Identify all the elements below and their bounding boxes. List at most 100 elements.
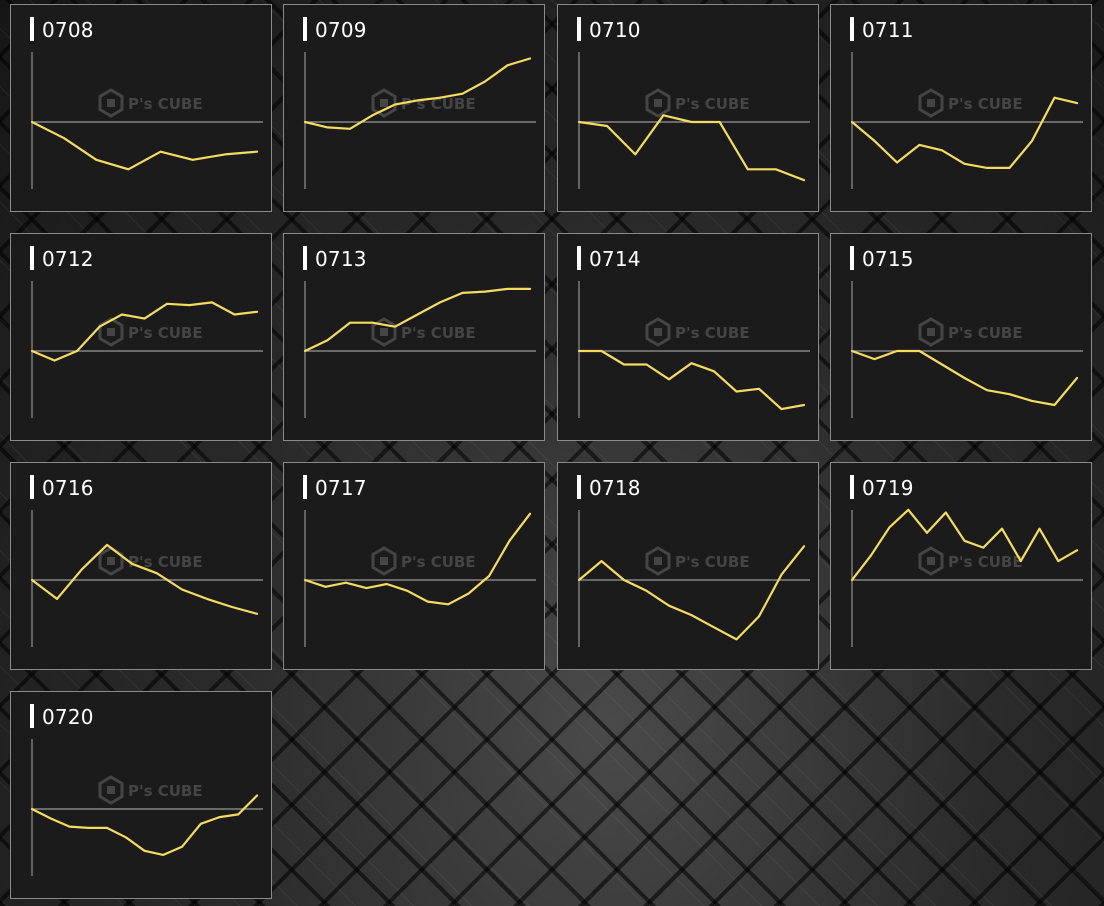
series-line [303,57,532,130]
watermark-logo: P's CUBE [98,88,203,118]
data-point [106,544,108,546]
data-point [81,568,83,571]
chart-plot: P's CUBE [303,510,536,647]
data-point [873,358,876,360]
chart-title: 0711 [862,18,914,42]
data-point [106,827,108,829]
watermark-logo: P's CUBE [645,317,750,347]
data-point [578,350,580,352]
data-point [746,168,749,171]
data-point [780,408,783,410]
data-point [326,339,329,342]
cube-icon-core [927,328,935,336]
cube-icon [371,546,397,576]
data-point [600,350,603,352]
data-point [461,292,464,294]
data-point [181,845,183,848]
data-point [324,585,327,588]
data-point [256,310,258,313]
chart-plot: P's CUBE [577,52,810,189]
data-point [803,179,805,182]
watermark-logo: P's CUBE [98,546,203,576]
data-point [53,359,56,362]
data-point [645,363,648,366]
title-accent-bar [577,475,581,499]
data-point [944,511,947,514]
cube-icon-core [107,557,115,565]
data-point [1076,377,1078,379]
data-point [735,638,738,641]
chart-plot: P's CUBE [303,52,536,189]
data-point [68,825,71,828]
chart-panel-0715: 0715 P's CUBE [830,233,1092,441]
data-point [529,288,531,290]
data-point [600,560,603,562]
data-point [256,612,258,615]
data-point [529,512,531,515]
watermark-brand: P's CUBE [128,553,203,571]
cube-icon [98,546,124,576]
data-point [439,301,441,304]
data-point [1001,527,1003,530]
data-point [986,389,988,392]
chart-plot: P's CUBE [577,281,810,418]
cube-icon [918,317,944,347]
data-point [623,579,625,581]
chart-plot: P's CUBE [30,281,263,418]
data-point [124,836,127,839]
cube-icon [98,88,124,118]
data-point [218,816,221,818]
cube-icon [371,88,397,118]
watermark-brand: P's CUBE [948,324,1023,342]
data-point [371,114,374,117]
series-line [30,120,259,171]
chart-panel-0708: 0708 P's CUBE [10,4,272,212]
data-point [1031,400,1033,402]
data-point [143,849,146,852]
data-point [349,127,351,130]
data-point [188,304,191,306]
data-point [143,317,146,320]
data-point [304,121,306,123]
data-point [623,363,625,366]
data-point [76,350,78,352]
series-line [303,512,532,606]
data-point [851,121,853,123]
data-point [256,150,258,153]
data-point [645,589,648,592]
data-point [963,377,966,379]
data-point [484,290,486,293]
data-point [918,350,921,352]
cube-icon [645,546,671,576]
data-point [668,604,670,607]
watermark-logo: P's CUBE [918,317,1023,347]
data-point [31,121,33,123]
chart-title: 0717 [315,476,367,500]
data-point [1038,527,1041,530]
series-line [577,114,806,182]
data-point [1019,560,1022,562]
data-point [484,80,486,83]
data-point [668,378,670,381]
title-accent-bar [577,246,581,270]
chart-title: 0720 [42,705,94,729]
data-point [662,114,665,117]
title-accent-bar [850,475,854,499]
title-accent-bar [303,17,307,41]
data-point [941,363,943,366]
data-point [963,162,966,165]
data-point [131,562,133,565]
data-point [1031,140,1033,142]
data-point [461,92,464,95]
data-point [98,325,101,328]
data-point [56,598,58,600]
data-point [578,579,580,581]
chart-title: 0713 [315,247,367,271]
series-line [577,349,806,411]
data-point [926,531,928,534]
chart-plot: P's CUBE [850,508,1083,647]
chart-title: 0718 [589,476,641,500]
title-accent-bar [30,17,34,41]
data-point [1008,393,1011,396]
data-point [127,168,130,171]
